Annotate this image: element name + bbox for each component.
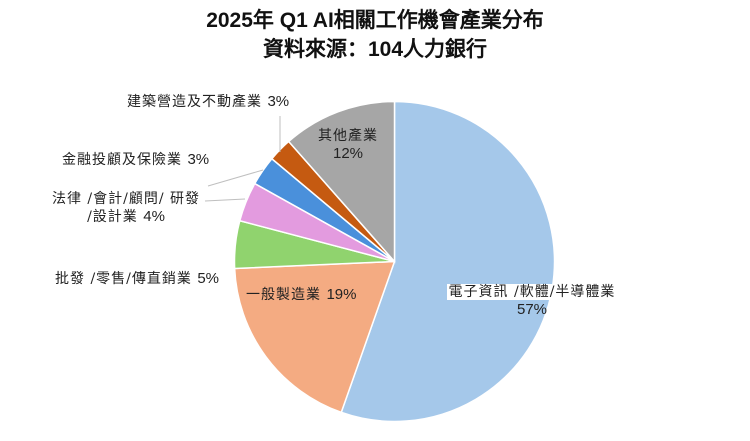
pie-slice: [233, 260, 396, 414]
label-other: 其他產業 12%: [316, 127, 380, 163]
label-text-line1: 法律 /會計/顧問/ 研發: [51, 191, 201, 207]
label-text: 一般製造業: [246, 287, 327, 303]
label-percent: 5%: [197, 270, 220, 287]
label-manufacturing: 一般製造業 19%: [246, 286, 356, 304]
chart-title: 2025年 Q1 AI相關工作機會產業分布: [206, 9, 544, 32]
leader-lines: [204, 116, 281, 202]
label-electronics: 電子資訊 /軟體/半導體業 57%: [432, 283, 632, 319]
label-percent: 3%: [267, 93, 290, 110]
pie-slices: [233, 100, 556, 423]
chart-subtitle: 資料來源：104人力銀行: [262, 38, 488, 61]
label-percent: 12%: [332, 145, 364, 162]
leader-line-legal: [204, 198, 246, 202]
label-text: 建築營造及不動產業: [127, 94, 268, 110]
label-text: 其他產業: [318, 128, 378, 144]
label-construction: 建築營造及不動產業 3%: [127, 93, 289, 111]
label-text: 電子資訊 /軟體/半導體業: [446, 284, 618, 300]
label-legal: 法律 /會計/顧問/ 研發 /設計業 4%: [46, 190, 206, 226]
label-percent: 3%: [187, 151, 210, 168]
leader-line-finance: [207, 169, 264, 187]
label-finance: 金融投顧及保險業 3%: [62, 151, 209, 169]
pie-slice: [287, 100, 396, 264]
label-percent: 57%: [516, 301, 548, 318]
label-text-line2: /設計業: [87, 209, 144, 225]
label-percent: 19%: [326, 286, 357, 303]
label-percent: 4%: [143, 208, 165, 225]
label-text: 批發 /零售/傳直銷業: [55, 271, 198, 287]
label-wholesale: 批發 /零售/傳直銷業 5%: [55, 270, 219, 288]
label-text: 金融投顧及保險業: [62, 152, 188, 168]
